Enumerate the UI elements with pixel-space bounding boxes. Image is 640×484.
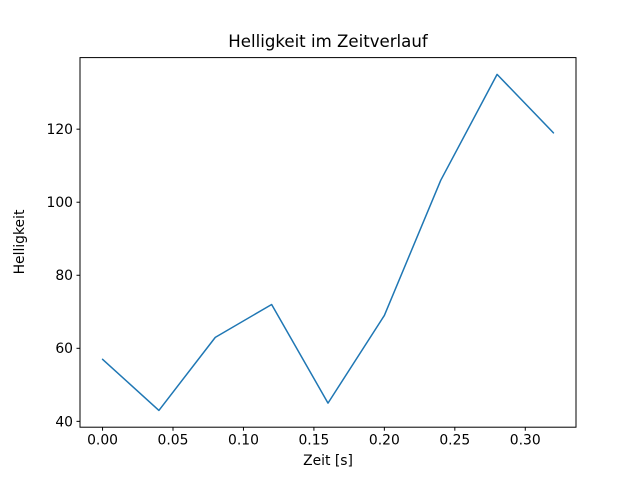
data-line — [101, 73, 555, 412]
y-axis-label: Helligkeit — [12, 209, 28, 274]
x-tick-label: 0.20 — [369, 433, 400, 449]
y-tick-label: 40 — [55, 414, 73, 430]
y-tick-label: 120 — [46, 122, 73, 138]
x-tick-label: 0.25 — [439, 433, 470, 449]
chart-title: Helligkeit im Zeitverlauf — [228, 32, 429, 51]
x-tick-label: 0.15 — [298, 433, 329, 449]
x-axis-label: Zeit [s] — [303, 453, 353, 469]
x-tick-label: 0.00 — [87, 433, 118, 449]
plot-frame — [79, 57, 577, 428]
y-tick-label: 80 — [55, 268, 73, 284]
x-tick-label: 0.10 — [228, 433, 259, 449]
plot-area: 0.00 0.05 0.10 0.15 0.20 0.25 0.30 40 60 80 100 120 — [46, 57, 577, 449]
y-tick-label: 100 — [46, 195, 73, 211]
y-tick-label: 60 — [55, 341, 73, 357]
x-tick-label: 0.30 — [510, 433, 541, 449]
x-tick-label: 0.05 — [158, 433, 189, 449]
